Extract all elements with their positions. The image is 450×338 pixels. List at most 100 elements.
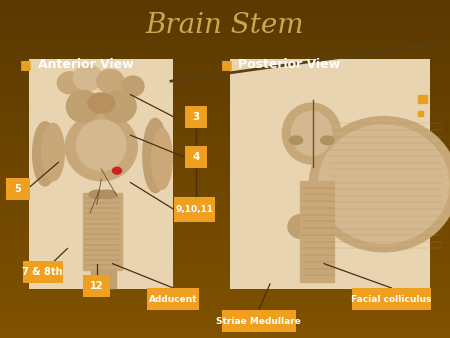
Ellipse shape	[288, 215, 313, 238]
Bar	[0, 48, 450, 51]
Bar	[0, 62, 450, 65]
Text: 12: 12	[90, 281, 104, 291]
Bar	[0, 45, 450, 48]
Bar	[0, 206, 450, 209]
Ellipse shape	[313, 210, 338, 236]
Bar	[0, 217, 450, 220]
Bar	[0, 28, 450, 31]
Bar	[0, 313, 450, 315]
Bar	[0, 138, 450, 141]
Text: Brain Stem: Brain Stem	[146, 12, 304, 39]
Bar	[0, 293, 450, 296]
Bar	[29, 59, 173, 289]
Bar	[0, 110, 450, 113]
Ellipse shape	[88, 93, 115, 113]
Bar	[0, 270, 450, 273]
Bar	[0, 68, 450, 70]
Bar	[0, 87, 450, 90]
Bar	[0, 127, 450, 129]
Bar	[0, 251, 450, 254]
Text: 7 & 8th: 7 & 8th	[22, 267, 63, 277]
Text: ■: ■	[20, 58, 32, 71]
Bar	[0, 172, 450, 175]
Bar	[0, 318, 450, 321]
Bar	[0, 42, 450, 45]
Bar	[0, 34, 450, 37]
Bar	[0, 3, 450, 6]
Bar	[0, 214, 450, 217]
Bar	[0, 129, 450, 132]
Bar	[0, 51, 450, 53]
Bar	[0, 237, 450, 239]
FancyBboxPatch shape	[352, 288, 431, 310]
Bar	[230, 59, 430, 289]
Bar	[0, 296, 450, 298]
Bar	[0, 163, 450, 166]
Bar	[0, 301, 450, 304]
Bar	[0, 242, 450, 245]
Bar	[0, 197, 450, 200]
Bar	[0, 11, 450, 14]
Bar	[0, 59, 450, 62]
Bar	[0, 186, 450, 189]
Bar	[0, 135, 450, 138]
Bar	[0, 282, 450, 285]
Bar	[0, 158, 450, 161]
Ellipse shape	[289, 136, 302, 145]
Bar	[0, 93, 450, 96]
Text: Adducent: Adducent	[149, 295, 198, 304]
Text: 5: 5	[14, 184, 22, 194]
Bar	[0, 116, 450, 118]
Ellipse shape	[73, 65, 103, 91]
FancyBboxPatch shape	[184, 105, 207, 127]
Bar	[0, 332, 450, 335]
Bar	[0, 8, 450, 11]
FancyBboxPatch shape	[83, 274, 110, 297]
Ellipse shape	[320, 136, 334, 145]
Bar	[0, 76, 450, 79]
Bar	[0, 177, 450, 180]
Bar	[0, 53, 450, 56]
Text: Striae Medullare: Striae Medullare	[216, 317, 301, 325]
Ellipse shape	[32, 122, 58, 186]
Bar	[0, 118, 450, 121]
Bar	[0, 141, 450, 144]
Bar	[91, 269, 116, 288]
Bar	[0, 194, 450, 197]
Bar	[0, 239, 450, 242]
Bar	[0, 180, 450, 183]
Ellipse shape	[97, 69, 124, 93]
FancyBboxPatch shape	[148, 288, 199, 310]
Bar	[0, 144, 450, 146]
Bar	[0, 287, 450, 290]
Bar	[0, 17, 450, 20]
Bar	[0, 189, 450, 192]
FancyBboxPatch shape	[221, 310, 296, 332]
Text: Facial colliculus: Facial colliculus	[351, 295, 432, 304]
Ellipse shape	[152, 128, 172, 189]
Bar	[0, 259, 450, 262]
Circle shape	[112, 167, 122, 174]
Bar	[0, 99, 450, 101]
Bar	[0, 79, 450, 82]
Text: Anterior View: Anterior View	[38, 58, 134, 71]
Bar	[0, 183, 450, 186]
Bar	[0, 209, 450, 211]
Bar	[0, 107, 450, 110]
Bar	[0, 152, 450, 155]
Bar	[0, 70, 450, 73]
Bar	[0, 335, 450, 338]
Bar	[0, 14, 450, 17]
Ellipse shape	[122, 76, 144, 96]
Bar	[0, 262, 450, 265]
Bar	[0, 265, 450, 268]
Bar	[0, 101, 450, 104]
FancyBboxPatch shape	[184, 146, 207, 168]
Bar	[0, 166, 450, 169]
Bar	[0, 56, 450, 59]
Bar	[83, 193, 122, 270]
Bar	[0, 304, 450, 307]
Bar	[0, 192, 450, 194]
Bar	[0, 40, 450, 42]
Bar	[0, 324, 450, 327]
